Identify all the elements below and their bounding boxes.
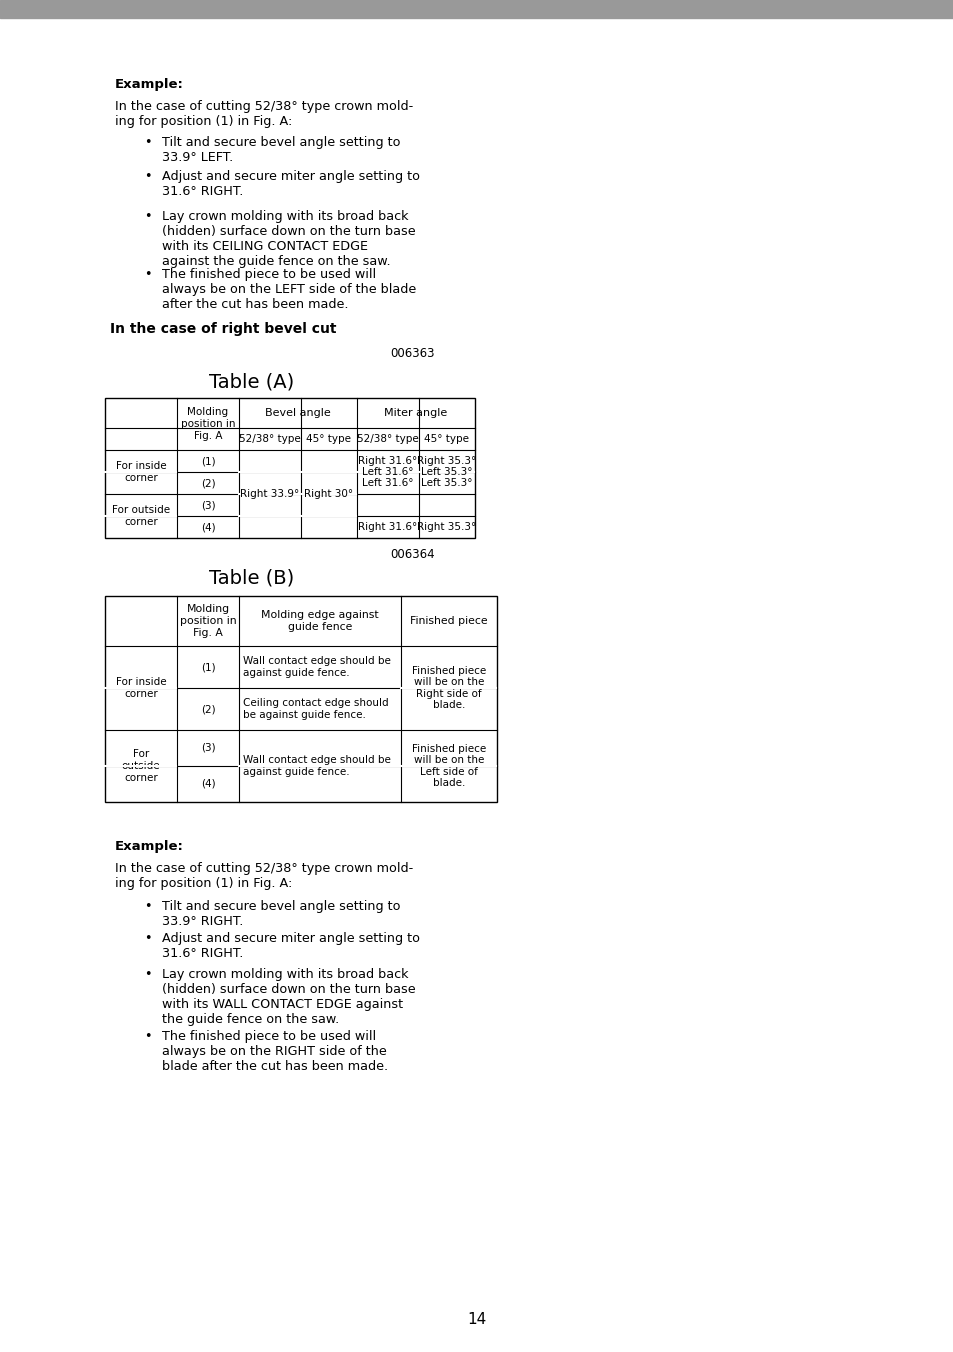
Text: Miter angle: Miter angle [384,408,447,418]
Text: Example:: Example: [115,78,184,91]
Text: 006363: 006363 [390,347,434,360]
Text: •: • [144,968,152,982]
Text: Right 33.9°: Right 33.9° [240,489,299,499]
Text: Tilt and secure bevel angle setting to
33.9° LEFT.: Tilt and secure bevel angle setting to 3… [162,137,400,164]
Bar [105,596,497,802]
Bar [105,397,475,538]
Text: 45° type: 45° type [424,434,469,443]
Text: (1): (1) [200,456,215,466]
Text: •: • [144,170,152,183]
Text: Right 35.3°: Right 35.3° [416,522,476,531]
Text: Left 31.6°: Left 31.6° [362,479,414,488]
Bar [0,0,953,18]
Text: 14: 14 [467,1311,486,1328]
Text: Table (A): Table (A) [209,372,294,391]
Text: Left 35.3°: Left 35.3° [421,466,473,477]
Text: (3): (3) [200,500,215,510]
Text: (2): (2) [200,704,215,714]
Text: Molding
position in
Fig. A: Molding position in Fig. A [180,407,235,441]
Text: •: • [144,268,152,281]
Text: (4): (4) [200,522,215,531]
Text: •: • [144,900,152,913]
Text: •: • [144,932,152,945]
Text: •: • [144,210,152,223]
Text: (3): (3) [200,744,215,753]
Text: Right 31.6°: Right 31.6° [358,522,417,531]
Text: (1): (1) [200,662,215,672]
Text: Ceiling contact edge should
be against guide fence.: Ceiling contact edge should be against g… [243,698,388,719]
Text: Wall contact edge should be
against guide fence.: Wall contact edge should be against guid… [243,756,391,777]
Text: 52/38° type: 52/38° type [239,434,300,443]
Text: 52/38° type: 52/38° type [356,434,418,443]
Text: Molding edge against
guide fence: Molding edge against guide fence [261,610,378,631]
Text: Right 31.6°: Right 31.6° [358,456,417,466]
Text: (2): (2) [200,479,215,488]
Text: Right 35.3°: Right 35.3° [416,456,476,466]
Text: Bevel angle: Bevel angle [265,408,331,418]
Text: In the case of right bevel cut: In the case of right bevel cut [110,322,336,337]
Text: Finished piece: Finished piece [410,617,487,626]
Text: The finished piece to be used will
always be on the LEFT side of the blade
after: The finished piece to be used will alway… [162,268,416,311]
Text: Finished piece
will be on the
Right side of
blade.: Finished piece will be on the Right side… [412,665,486,710]
Text: 006364: 006364 [390,548,435,561]
Text: Lay crown molding with its broad back
(hidden) surface down on the turn base
wit: Lay crown molding with its broad back (h… [162,210,416,268]
Text: •: • [144,137,152,149]
Text: •: • [144,1030,152,1042]
Text: Adjust and secure miter angle setting to
31.6° RIGHT.: Adjust and secure miter angle setting to… [162,932,419,960]
Text: For inside
corner: For inside corner [115,461,166,483]
Text: Tilt and secure bevel angle setting to
33.9° RIGHT.: Tilt and secure bevel angle setting to 3… [162,900,400,927]
Text: Finished piece
will be on the
Left side of
blade.: Finished piece will be on the Left side … [412,744,486,788]
Text: Table (B): Table (B) [209,568,294,587]
Text: Right 30°: Right 30° [304,489,354,499]
Text: Left 35.3°: Left 35.3° [421,479,473,488]
Text: Lay crown molding with its broad back
(hidden) surface down on the turn base
wit: Lay crown molding with its broad back (h… [162,968,416,1026]
Text: In the case of cutting 52/38° type crown mold-
ing for position (1) in Fig. A:: In the case of cutting 52/38° type crown… [115,863,413,890]
Text: For outside
corner: For outside corner [112,506,170,527]
Text: (4): (4) [200,779,215,790]
Text: Example:: Example: [115,840,184,853]
Text: For inside
corner: For inside corner [115,677,166,699]
Text: Left 31.6°: Left 31.6° [362,466,414,477]
Text: For
outside
corner: For outside corner [122,749,160,783]
Text: 45° type: 45° type [306,434,351,443]
Text: The finished piece to be used will
always be on the RIGHT side of the
blade afte: The finished piece to be used will alway… [162,1030,388,1073]
Text: Molding
position in
Fig. A: Molding position in Fig. A [179,604,236,638]
Text: Wall contact edge should be
against guide fence.: Wall contact edge should be against guid… [243,656,391,677]
Text: In the case of cutting 52/38° type crown mold-
ing for position (1) in Fig. A:: In the case of cutting 52/38° type crown… [115,100,413,128]
Text: Adjust and secure miter angle setting to
31.6° RIGHT.: Adjust and secure miter angle setting to… [162,170,419,197]
